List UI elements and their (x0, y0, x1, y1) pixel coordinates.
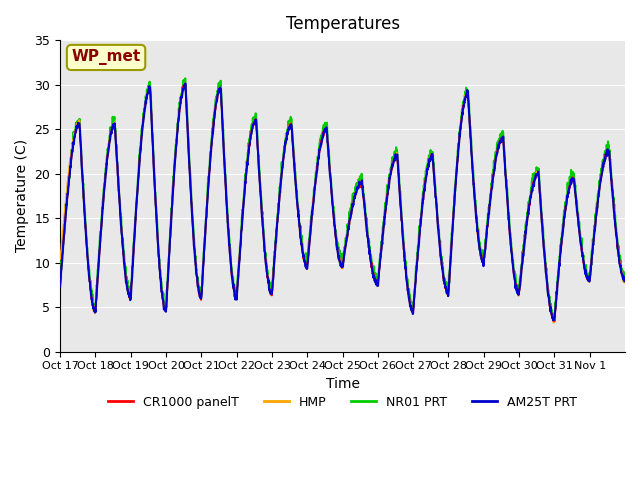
NR01 PRT (605, 144, 612, 150)
CR1000 panelT (605, 150, 613, 156)
Legend: CR1000 panelT, HMP, NR01 PRT, AM25T PRT: CR1000 panelT, HMP, NR01 PRT, AM25T PRT (103, 391, 582, 414)
Title: Temperatures: Temperatures (285, 15, 399, 33)
Y-axis label: Temperature (C): Temperature (C) (15, 139, 29, 252)
NR01 PRT (605, 149, 613, 155)
Text: WP_met: WP_met (72, 49, 141, 65)
HMP (550, 320, 557, 325)
AM25T PRT (549, 318, 557, 324)
AM25T PRT (56, 283, 64, 289)
CR1000 panelT (551, 318, 559, 324)
NR01 PRT (549, 316, 557, 322)
X-axis label: Time: Time (326, 377, 360, 391)
CR1000 panelT (316, 144, 324, 150)
CR1000 panelT (85, 272, 93, 278)
HMP (85, 272, 93, 277)
CR1000 panelT (56, 281, 64, 287)
AM25T PRT (316, 145, 324, 151)
CR1000 panelT (621, 278, 629, 284)
AM25T PRT (621, 275, 629, 280)
HMP (621, 277, 629, 283)
NR01 PRT (316, 136, 324, 142)
AM25T PRT (605, 150, 612, 156)
CR1000 panelT (332, 229, 339, 235)
HMP (501, 165, 509, 171)
CR1000 panelT (501, 166, 509, 171)
NR01 PRT (501, 166, 509, 172)
HMP (180, 80, 188, 86)
HMP (605, 149, 612, 155)
AM25T PRT (501, 168, 509, 173)
NR01 PRT (621, 276, 629, 282)
HMP (316, 146, 324, 152)
NR01 PRT (182, 75, 189, 81)
AM25T PRT (182, 81, 189, 86)
CR1000 panelT (605, 148, 612, 154)
NR01 PRT (85, 264, 93, 269)
Line: CR1000 panelT: CR1000 panelT (60, 85, 625, 321)
NR01 PRT (332, 229, 339, 235)
AM25T PRT (85, 273, 93, 279)
Line: NR01 PRT: NR01 PRT (60, 78, 625, 319)
HMP (56, 256, 64, 262)
AM25T PRT (332, 227, 339, 232)
CR1000 panelT (182, 82, 189, 88)
NR01 PRT (56, 280, 64, 286)
HMP (332, 226, 339, 231)
AM25T PRT (605, 149, 613, 155)
Line: HMP: HMP (60, 83, 625, 323)
HMP (605, 153, 613, 158)
Line: AM25T PRT: AM25T PRT (60, 84, 625, 321)
